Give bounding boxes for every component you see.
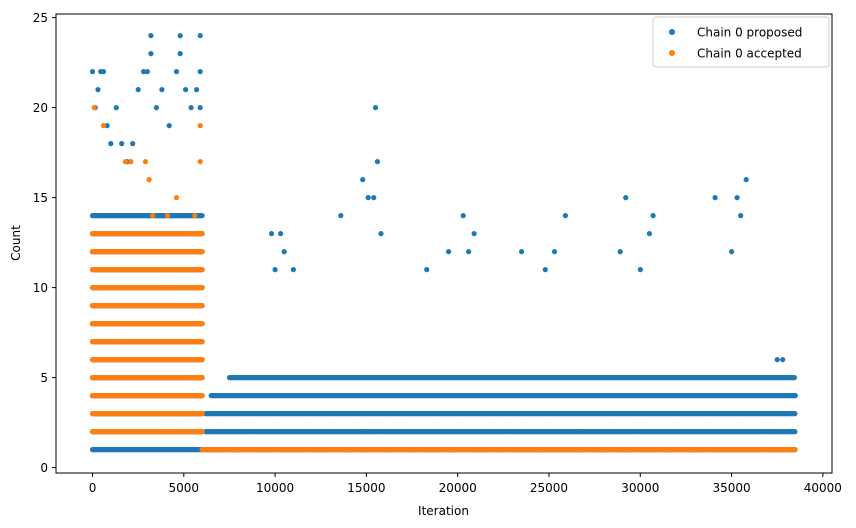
data-point bbox=[424, 267, 430, 273]
data-point bbox=[199, 429, 205, 435]
data-point bbox=[188, 105, 194, 111]
data-point bbox=[371, 195, 377, 201]
data-point bbox=[519, 249, 525, 255]
data-point bbox=[159, 87, 165, 93]
data-point bbox=[738, 213, 744, 219]
data-point bbox=[374, 159, 380, 165]
data-point bbox=[780, 357, 786, 363]
data-point bbox=[100, 69, 107, 75]
data-point bbox=[153, 105, 159, 111]
data-point bbox=[199, 267, 205, 273]
data-point bbox=[460, 213, 466, 219]
data-point bbox=[372, 105, 379, 111]
data-point bbox=[104, 123, 110, 129]
data-point bbox=[199, 411, 205, 417]
data-point bbox=[617, 249, 623, 255]
data-point bbox=[792, 429, 798, 435]
data-point bbox=[272, 267, 278, 273]
data-point bbox=[199, 249, 205, 255]
data-point bbox=[734, 195, 740, 201]
data-point bbox=[542, 267, 548, 273]
data-point bbox=[141, 69, 147, 75]
data-point bbox=[89, 69, 96, 75]
plot-area bbox=[89, 33, 798, 453]
data-point bbox=[199, 339, 205, 345]
data-point bbox=[623, 195, 629, 201]
data-point bbox=[183, 87, 189, 93]
data-point bbox=[194, 87, 200, 93]
data-point bbox=[173, 69, 180, 75]
data-point bbox=[144, 69, 150, 75]
data-point bbox=[148, 33, 154, 39]
data-point bbox=[792, 411, 798, 417]
data-point bbox=[466, 249, 472, 255]
data-point bbox=[177, 33, 183, 39]
data-point bbox=[113, 105, 119, 111]
data-point bbox=[199, 321, 205, 327]
data-point bbox=[471, 231, 477, 237]
data-point bbox=[199, 303, 205, 309]
data-point bbox=[791, 375, 798, 381]
data-point bbox=[197, 105, 203, 111]
data-point bbox=[177, 51, 183, 57]
data-point bbox=[774, 357, 780, 363]
data-point bbox=[108, 141, 114, 147]
data-point bbox=[278, 231, 284, 237]
data-point bbox=[729, 249, 735, 255]
data-point bbox=[446, 249, 452, 255]
data-point bbox=[199, 285, 205, 291]
data-point bbox=[199, 357, 205, 363]
data-point bbox=[338, 213, 344, 219]
series-1 bbox=[89, 105, 798, 453]
data-point bbox=[119, 141, 125, 147]
data-point bbox=[166, 123, 172, 129]
data-point bbox=[199, 375, 205, 381]
data-point bbox=[637, 267, 643, 273]
data-point bbox=[792, 393, 798, 399]
data-point bbox=[743, 177, 749, 183]
data-point bbox=[650, 213, 656, 219]
data-point bbox=[646, 231, 653, 237]
data-point bbox=[135, 87, 141, 93]
data-point bbox=[712, 195, 718, 201]
data-point bbox=[95, 87, 101, 93]
data-point bbox=[197, 33, 203, 39]
data-point bbox=[281, 249, 287, 255]
data-point bbox=[130, 141, 136, 147]
data-point bbox=[199, 231, 205, 237]
data-point bbox=[365, 195, 371, 201]
data-point bbox=[360, 177, 366, 183]
data-point bbox=[199, 213, 205, 219]
data-point bbox=[290, 267, 296, 273]
series-0 bbox=[89, 33, 798, 453]
data-point bbox=[268, 231, 275, 237]
data-point bbox=[378, 231, 384, 237]
data-point bbox=[562, 213, 569, 219]
data-point bbox=[199, 393, 205, 399]
data-point bbox=[148, 51, 154, 57]
data-point bbox=[551, 249, 558, 255]
data-point bbox=[197, 69, 203, 75]
